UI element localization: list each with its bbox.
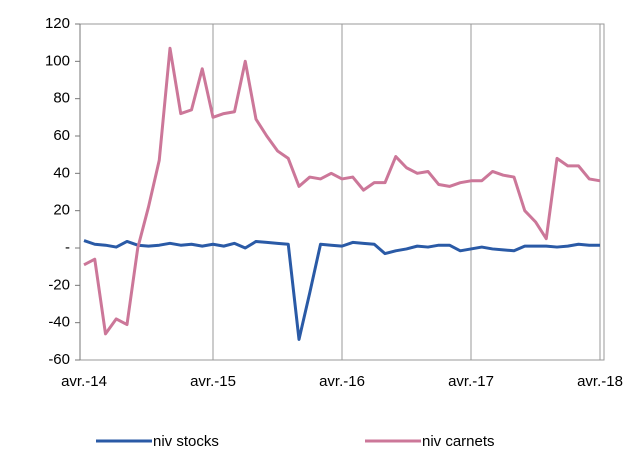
x-tick-label: avr.-18 [577,373,623,390]
x-tick-label: avr.-17 [448,373,494,390]
legend-label: niv carnets [422,433,495,450]
x-tick-label: avr.-15 [190,373,236,390]
y-tick-label: -20 [48,276,70,293]
y-tick-label: -60 [48,351,70,368]
y-tick-label: 40 [53,164,70,181]
y-tick-label: 20 [53,202,70,219]
y-tick-label: 80 [53,90,70,107]
y-tick-label: 120 [45,15,70,32]
legend-label: niv stocks [153,433,219,450]
y-tick-label: -40 [48,314,70,331]
y-tick-label: 100 [45,52,70,69]
y-tick-label: 60 [53,127,70,144]
x-tick-label: avr.-16 [319,373,365,390]
y-tick-label: - [65,239,70,256]
series-line [83,239,600,341]
x-tick-label: avr.-14 [61,373,107,390]
series-line [83,46,601,336]
